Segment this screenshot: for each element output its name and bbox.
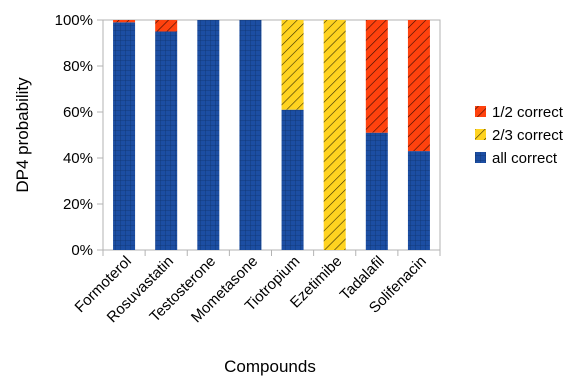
y-axis: 0% 20% 40% 60% 80% 100% [55, 12, 103, 259]
bar-segment [239, 20, 262, 250]
bar-segment [323, 20, 346, 250]
y-tick-label: 80% [63, 58, 93, 75]
bars [113, 20, 430, 250]
legend-label: 2/3 correct [492, 127, 564, 144]
y-tick-label: 100% [55, 12, 93, 29]
legend: 1/2 correct 2/3 correct all correct [475, 104, 564, 167]
legend-label: 1/2 correct [492, 104, 564, 121]
plot-area [102, 19, 441, 251]
y-tick-label: 60% [63, 104, 93, 121]
bar-segment [365, 20, 388, 133]
plot-frame [102, 19, 441, 251]
y-tick-label: 20% [63, 196, 93, 213]
bar-segment [113, 20, 136, 23]
bar-segment [365, 132, 388, 250]
legend-label: all correct [492, 150, 558, 167]
y-tick-label: 40% [63, 150, 93, 167]
bar-segment [281, 20, 304, 110]
legend-swatch [475, 152, 486, 163]
bar-segment [407, 20, 430, 152]
bar-segment [407, 151, 430, 250]
bar-segment [155, 20, 178, 32]
y-axis-title: DP4 probability [13, 77, 32, 193]
bar-segment [155, 31, 178, 250]
bar-segment [281, 109, 304, 250]
bar-segment [113, 22, 136, 250]
legend-swatch [475, 129, 486, 140]
bar-segment [197, 20, 220, 250]
x-axis: FormoterolRosuvastatinTestosteroneMometa… [72, 250, 441, 326]
x-axis-title: Compounds [224, 357, 316, 376]
y-tick-label: 0% [71, 242, 93, 259]
legend-swatch [475, 106, 486, 117]
